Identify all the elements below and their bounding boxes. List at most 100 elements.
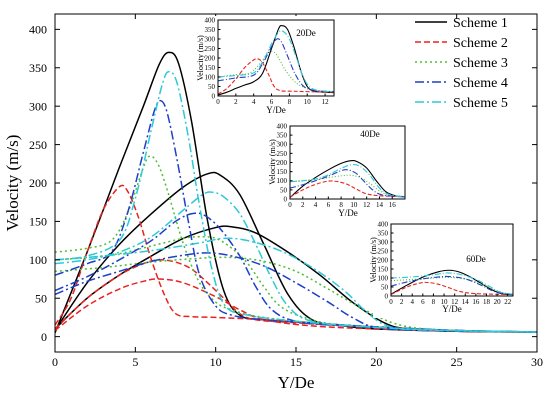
x-tick-label: 4 <box>410 298 414 306</box>
x-tick-label: 16 <box>389 201 397 209</box>
y-tick-label: 50 <box>280 186 288 194</box>
series-line-scheme-5-profile-3 <box>55 237 537 333</box>
series-line-scheme-4 <box>391 275 513 296</box>
x-tick-label: 2 <box>400 298 404 306</box>
x-tick-label: 20 <box>370 355 382 369</box>
legend: Scheme 1 Scheme 2 Scheme 3 Scheme 4 Scheme 5 <box>415 16 508 111</box>
x-tick-label: 12 <box>363 201 371 209</box>
y-tick-label: 350 <box>378 229 389 237</box>
x-tick-label: 10 <box>304 98 312 106</box>
inset-background <box>272 122 409 221</box>
series-line-scheme-5 <box>218 30 334 93</box>
legend-label-scheme-1: Scheme 1 <box>453 16 508 31</box>
series-line-scheme-4 <box>290 169 405 198</box>
y-tick-label: 400 <box>378 220 389 228</box>
legend-label-scheme-5: Scheme 5 <box>453 96 508 111</box>
x-tick-label: 10 <box>210 355 222 369</box>
inset-chart-60de: 0 2 4 6 8 10 12 14 16 18 20 22050100150200250300350… <box>369 220 517 318</box>
y-tick-label: 250 <box>29 138 47 152</box>
y-tick-label: 200 <box>205 54 216 62</box>
series-line-scheme-5 <box>391 272 513 295</box>
y-tick-label: 0 <box>385 292 389 300</box>
y-tick-label: 50 <box>35 291 47 305</box>
series-line-scheme-5-profile-1 <box>55 70 537 333</box>
x-tick-label: 14 <box>462 298 470 306</box>
y-tick-label: 300 <box>378 238 389 246</box>
x-axis-label: Y/De <box>338 208 358 218</box>
series-line-scheme-2 <box>290 180 405 198</box>
y-axis-label: Velocity (m/s) <box>369 237 378 283</box>
x-tick-label: 12 <box>322 98 330 106</box>
y-tick-label: 0 <box>41 330 47 344</box>
x-tick-label: 8 <box>339 201 343 209</box>
x-tick-label: 0 <box>288 201 292 209</box>
y-axis-label: Velocity (m/s) <box>3 135 22 232</box>
series-group <box>391 269 513 296</box>
y-tick-label: 150 <box>378 265 389 273</box>
x-tick-label: 20 <box>494 298 502 306</box>
series-line-scheme-1-profile-2 <box>55 171 537 333</box>
series-line-scheme-3 <box>218 50 334 92</box>
x-axis-label: Y/De <box>278 373 315 392</box>
x-tick-label: 10 <box>441 298 449 306</box>
y-tick-label: 250 <box>277 150 288 158</box>
inset-background <box>200 16 338 118</box>
series-line-scheme-3 <box>391 276 513 295</box>
y-tick-label: 200 <box>277 159 288 167</box>
y-tick-label: 200 <box>29 176 47 190</box>
x-tick-label: 14 <box>376 201 384 209</box>
series-group <box>55 51 537 334</box>
x-tick-label: 25 <box>451 355 463 369</box>
y-tick-label: 0 <box>284 195 288 203</box>
series-line-scheme-5-profile-2 <box>55 191 537 333</box>
y-tick-label: 400 <box>205 16 216 24</box>
inset-title: 60De <box>466 254 486 264</box>
y-tick-label: 200 <box>378 256 389 264</box>
x-tick-label: 6 <box>270 98 274 106</box>
x-tick-label: 4 <box>314 201 318 209</box>
x-tick-label: 8 <box>432 298 436 306</box>
y-tick-label: 300 <box>205 35 216 43</box>
y-tick-label: 100 <box>378 274 389 282</box>
x-axis-label: Y/De <box>442 304 462 314</box>
x-tick-label: 12 <box>451 298 459 306</box>
y-tick-label: 50 <box>208 83 216 91</box>
y-axis-label: Velocity (m/s) <box>268 139 277 185</box>
series-line-scheme-1 <box>290 159 405 198</box>
legend-label-scheme-4: Scheme 4 <box>453 76 508 91</box>
y-tick-label: 100 <box>205 73 216 81</box>
x-tick-label: 18 <box>483 298 491 306</box>
series-line-scheme-2-profile-3 <box>55 278 537 333</box>
x-tick-label: 0 <box>389 298 393 306</box>
legend-label-scheme-3: Scheme 3 <box>453 56 508 71</box>
y-tick-label: 250 <box>378 247 389 255</box>
main-chart: 0 5 10 15 20 25 30050100150200250300350400Y/De… <box>3 13 543 392</box>
y-axis-label: Velocity (m/s) <box>196 35 205 81</box>
x-tick-label: 5 <box>132 355 138 369</box>
x-tick-label: 4 <box>252 98 256 106</box>
x-tick-label: 8 <box>288 98 292 106</box>
legend-label-scheme-2: Scheme 2 <box>453 36 508 51</box>
y-tick-label: 50 <box>381 283 389 291</box>
x-tick-label: 0 <box>52 355 58 369</box>
y-tick-label: 400 <box>29 23 47 37</box>
y-tick-label: 150 <box>205 64 216 72</box>
y-tick-label: 350 <box>205 26 216 34</box>
inset-background <box>373 220 517 318</box>
y-tick-label: 100 <box>29 253 47 267</box>
y-tick-label: 250 <box>205 45 216 53</box>
x-tick-label: 10 <box>350 201 358 209</box>
y-tick-label: 300 <box>29 99 47 113</box>
y-tick-label: 150 <box>277 168 288 176</box>
x-tick-label: 16 <box>472 298 480 306</box>
series-line-scheme-3-profile-1 <box>55 155 537 333</box>
x-tick-label: 6 <box>327 201 331 209</box>
x-tick-label: 0 <box>216 98 220 106</box>
series-group <box>218 24 334 96</box>
x-axis-label: Y/De <box>266 105 286 115</box>
y-tick-label: 300 <box>277 141 288 149</box>
series-line-scheme-2 <box>391 281 513 296</box>
series-line-scheme-4 <box>218 38 334 93</box>
